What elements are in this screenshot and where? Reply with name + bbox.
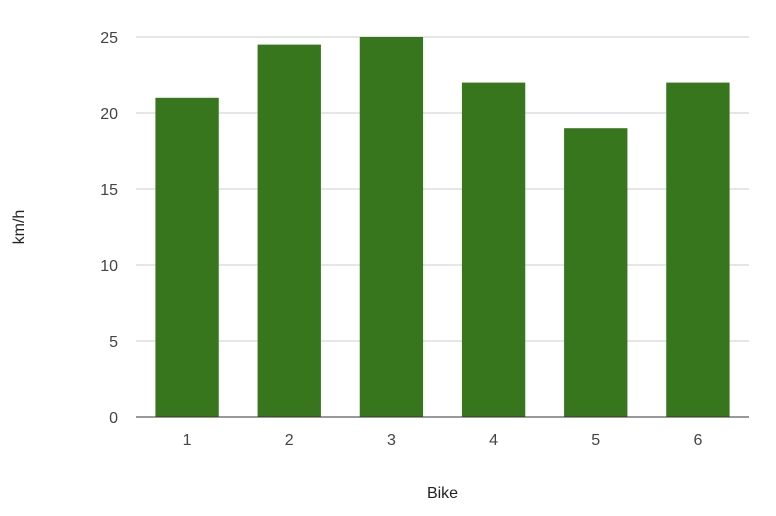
bar-2 — [257, 44, 321, 417]
bar-5 — [564, 128, 628, 417]
x-tick-labels: 1 2 3 4 5 6 — [183, 432, 703, 449]
y-tick-label: 0 — [109, 410, 118, 427]
x-tick-label: 1 — [183, 432, 192, 449]
y-tick-label: 25 — [100, 30, 118, 47]
y-tick-label: 20 — [100, 106, 118, 123]
y-tick-label: 5 — [109, 334, 118, 351]
bar-1 — [155, 97, 219, 418]
gridlines — [136, 36, 749, 342]
x-axis-title: Bike — [427, 485, 458, 502]
x-tick-label: 2 — [285, 432, 294, 449]
x-tick-label: 5 — [591, 432, 600, 449]
x-tick-label: 6 — [693, 432, 702, 449]
x-tick-label: 4 — [489, 432, 498, 449]
y-axis-title: km/h — [11, 210, 28, 245]
y-tick-labels: 0 5 10 15 20 25 — [100, 30, 118, 427]
y-tick-label: 10 — [100, 258, 118, 275]
bar-3 — [359, 37, 424, 417]
y-tick-label: 15 — [100, 182, 118, 199]
bar-4 — [461, 82, 526, 417]
x-tick-label: 3 — [387, 432, 396, 449]
bar-6 — [666, 82, 730, 417]
bars — [155, 37, 730, 418]
